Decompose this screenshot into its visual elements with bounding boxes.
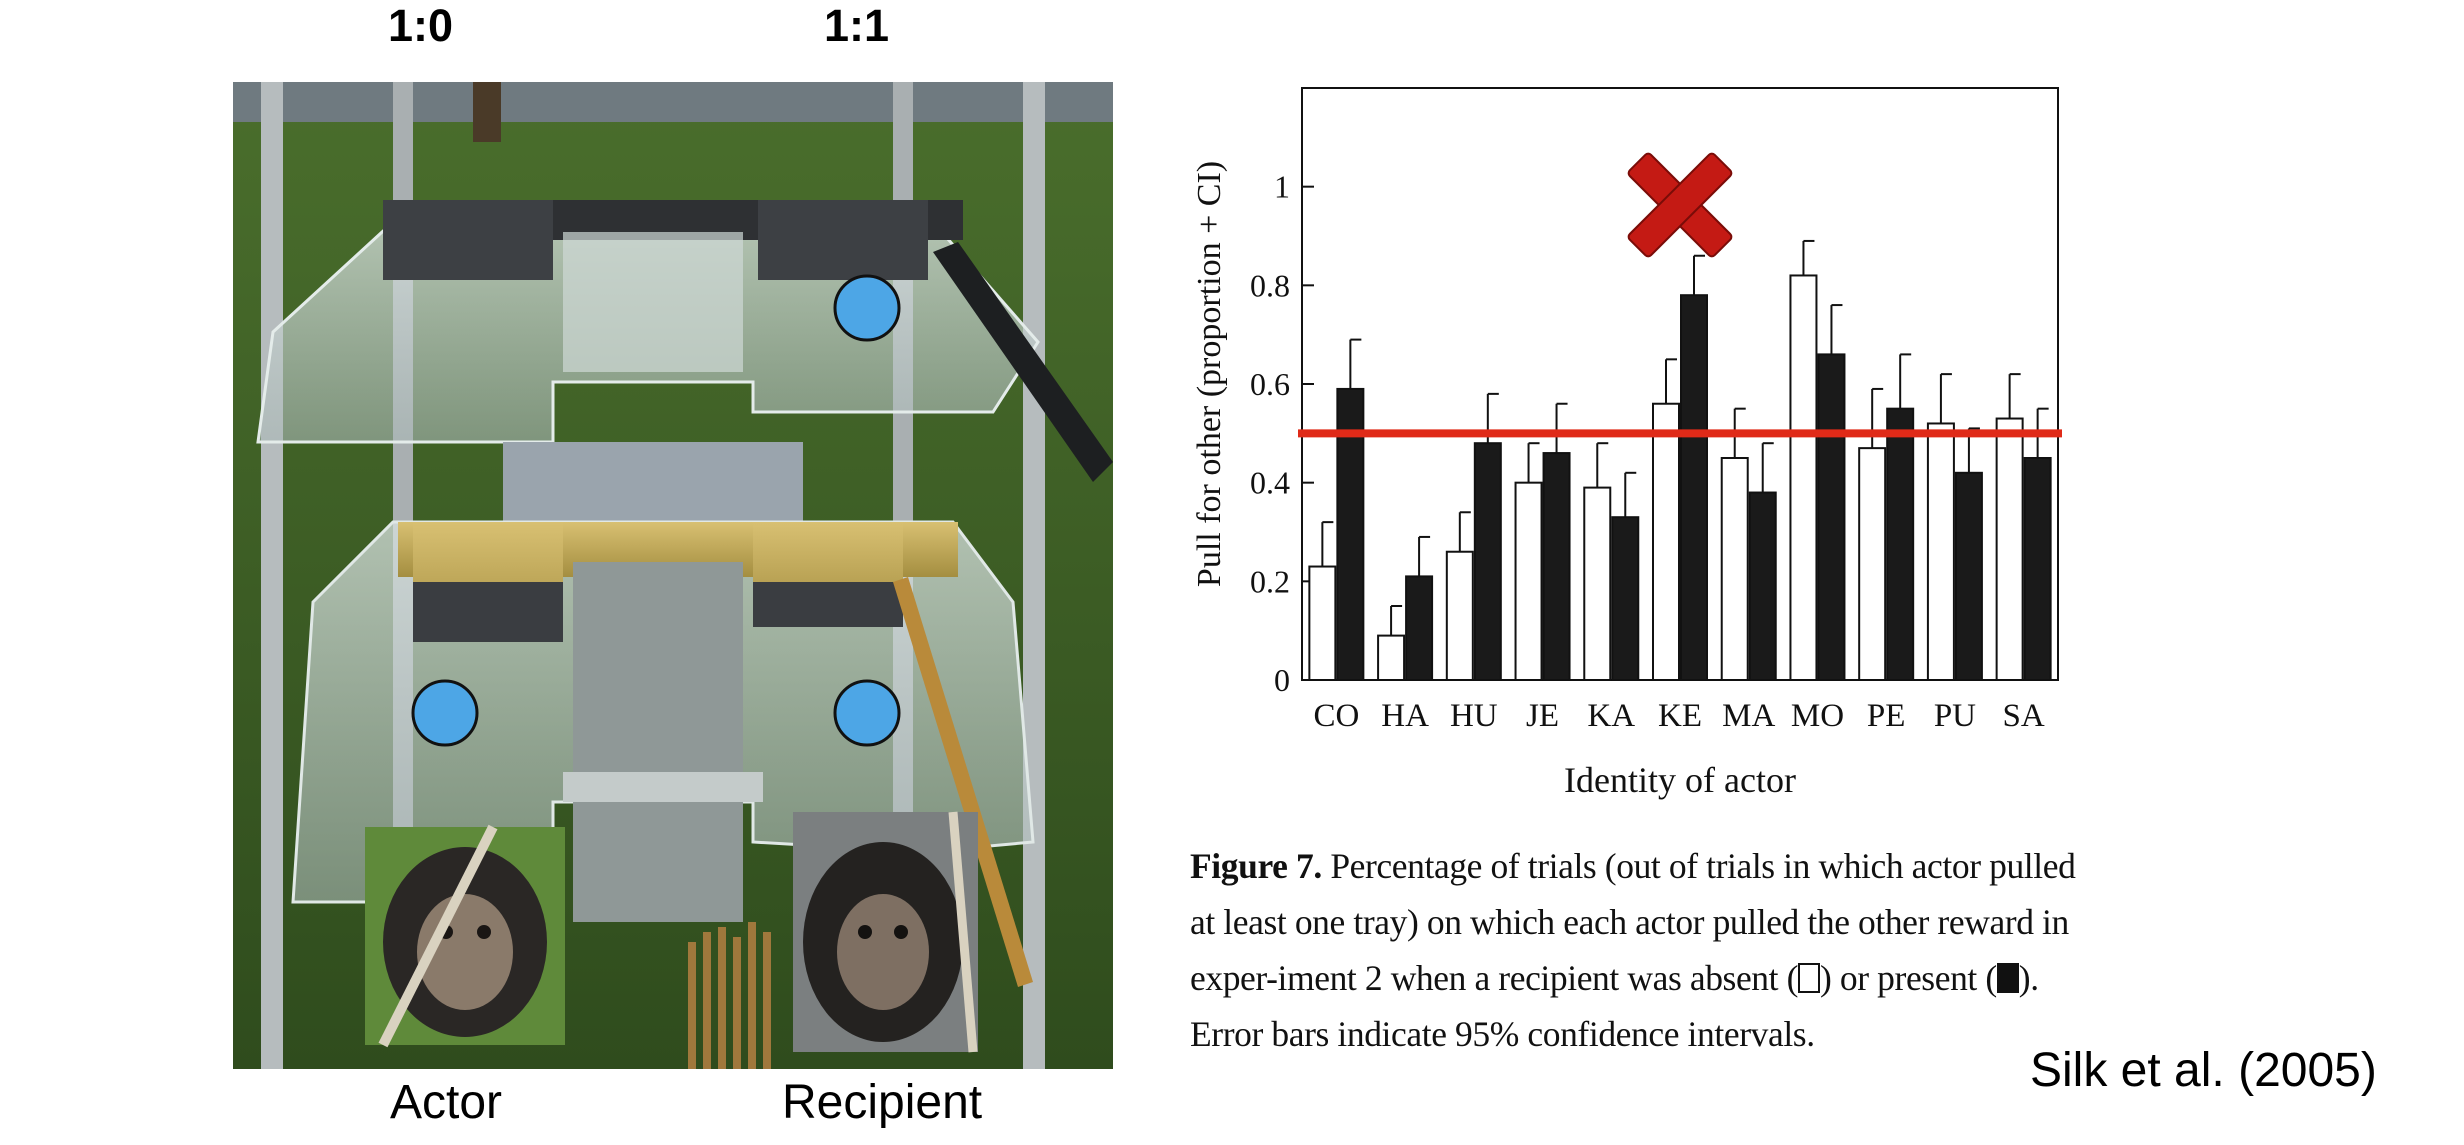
absent-bar xyxy=(1926,422,1955,681)
caption-text-2: ) or present ( xyxy=(1820,958,1997,998)
reward-marker-upper-right xyxy=(833,274,901,342)
absent-bar xyxy=(1720,457,1749,681)
absent-bar xyxy=(1789,274,1818,681)
caption-text-3: ). Error bars indicate 95% confidence in… xyxy=(1190,958,2039,1054)
apparatus-photo xyxy=(233,82,1113,1069)
present-bar xyxy=(1611,516,1640,682)
absent-bar xyxy=(1377,634,1406,681)
present-bar xyxy=(1473,442,1502,682)
x-tick-label: CO xyxy=(1313,698,1359,734)
ratio-label-right: 1:1 xyxy=(824,0,890,51)
y-tick-label: 1 xyxy=(1274,169,1290,205)
reward-marker-lower-left xyxy=(411,679,479,747)
present-bar xyxy=(1680,294,1708,681)
absent-legend-swatch xyxy=(1798,963,1821,993)
present-bar xyxy=(1405,575,1434,682)
figure-label: Figure 7. xyxy=(1190,846,1322,886)
x-tick-label: JE xyxy=(1526,698,1559,734)
ratio-label-left: 1:0 xyxy=(388,0,454,51)
actor-label: Actor xyxy=(390,1076,503,1129)
y-tick-label: 0.2 xyxy=(1250,563,1290,599)
x-tick-label: KE xyxy=(1658,698,1702,734)
x-tick-label: HA xyxy=(1381,698,1429,734)
caption-text-1: Percentage of trials (out of trials in w… xyxy=(1190,846,2076,998)
y-tick-label: 0 xyxy=(1274,662,1290,698)
x-tick-label: HU xyxy=(1450,698,1498,734)
x-tick-label: PE xyxy=(1867,698,1906,734)
x-tick-label: SA xyxy=(2003,698,2045,734)
recipient-label: Recipient xyxy=(782,1076,983,1129)
absent-bar xyxy=(1995,417,2024,681)
y-tick-label: 0.6 xyxy=(1250,366,1290,402)
absent-bar xyxy=(1445,550,1474,681)
present-bar xyxy=(2023,457,2052,681)
x-tick-label: PU xyxy=(1934,698,1976,734)
present-legend-swatch xyxy=(1996,963,2019,993)
absent-bar xyxy=(1858,447,1887,681)
present-bar xyxy=(1817,353,1846,681)
x-tick-label: KA xyxy=(1587,698,1635,734)
cross-mark-icon xyxy=(1627,152,1733,258)
y-tick-label: 0.8 xyxy=(1250,267,1290,303)
present-bar xyxy=(1542,452,1571,682)
figure-caption: Figure 7. Percentage of trials (out of t… xyxy=(1190,838,2090,1062)
absent-bar xyxy=(1308,565,1337,681)
bar-chart: 0 0.2 0.4 0.6 0.8 1 CO HA HU JE KA KE MA MO PE PU SA Iden… xyxy=(1191,87,2062,800)
recipient-chimp-photo xyxy=(793,811,978,1053)
y-axis-label: Pull for other (proportion + CI) xyxy=(1191,161,1228,587)
absent-bar xyxy=(1583,486,1612,681)
x-tick-label: MA xyxy=(1722,698,1775,734)
x-tick-label: MO xyxy=(1791,698,1844,734)
present-bar xyxy=(1748,491,1777,681)
reward-marker-lower-right xyxy=(833,679,901,747)
present-bar xyxy=(1336,387,1365,681)
absent-bar xyxy=(1514,481,1543,681)
y-tick-label: 0.4 xyxy=(1250,465,1290,501)
citation: Silk et al. (2005) xyxy=(2030,1044,2377,1097)
present-bar xyxy=(1954,471,1983,681)
absent-bar xyxy=(1652,402,1680,681)
x-axis-label: Identity of actor xyxy=(1564,760,1796,800)
present-bar xyxy=(1886,407,1915,681)
actor-chimp-photo xyxy=(365,824,565,1048)
